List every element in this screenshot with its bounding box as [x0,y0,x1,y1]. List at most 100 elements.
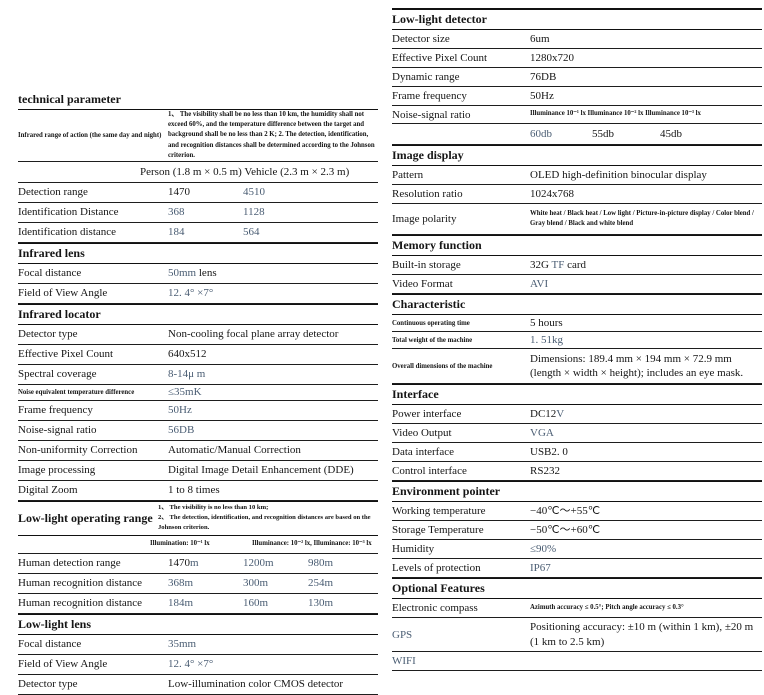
table-row: Image polarity White heat / Black heat / … [392,204,762,235]
row-value: 368m [168,576,194,589]
row-value: 1、 The visibility shall be no less than … [168,111,375,159]
row-value: White heat / Black heat / Low light / Pi… [530,209,754,227]
row-value: 45db [660,127,682,140]
row-label: Human recognition distance [18,577,143,590]
row-value: 1128 [243,206,265,219]
row-value: VGA [530,426,554,439]
section-heading: technical parameter [18,90,378,110]
table-row: Pattern OLED high-definition binocular di… [392,166,762,185]
table-row: Human detection range 1470m 1200m 980m [18,554,378,574]
row-value: 50Hz [168,404,192,417]
row-value: 640x512 [168,348,207,361]
row-label: Identification distance [18,226,117,239]
section-title: Optional Features [392,581,485,595]
row-cells: IP67 [530,561,762,575]
row-cells: ≤90% [530,542,762,556]
row-cells: Automatic/Manual Correction [168,443,378,457]
row-label: Built-in storage [392,259,461,271]
row-value: 980m [308,556,334,569]
row-cells: 56DB [168,423,378,437]
row-label: WIFI [392,655,416,667]
row-cells: Azimuth accuracy ≤ 0.5°; Pitch angle acc… [530,603,762,613]
row-value: Low-illumination color CMOS detector [168,677,344,690]
row-value: 12. 4° ×7° [168,657,214,670]
row-value: 184 [168,226,185,239]
row-label: Human detection range [18,557,121,570]
row-cells: 1470m 1200m 980m [168,556,378,570]
row-cells: Low-illumination color CMOS detector [168,677,378,691]
row-value: 50Hz [530,89,554,102]
section-title: Infrared lens [18,245,85,260]
row-cells: 640x512 [168,347,378,361]
table-row: Video Format AVI [392,275,762,294]
table-row: Power interface DC12V [392,405,762,424]
row-value: 300m [243,576,269,589]
section-heading: Characteristic [392,294,762,315]
row-value-part: m [190,556,199,569]
table-row: Dynamic range 76DB [392,68,762,87]
section-title: Image display [392,148,464,162]
row-cells: 60db 55db 45db [530,127,762,141]
table-row: Identification Distance 368 1128 [18,203,378,223]
row-cells: AVI [530,277,762,291]
row-label: Spectral coverage [18,368,97,381]
table-row: Person (1.8 m × 0.5 m) Vehicle (2.3 m × … [18,162,378,183]
row-value: Person (1.8 m × 0.5 m) Vehicle (2.3 m × … [140,165,350,178]
section-heading: Low-light lens [18,613,378,635]
row-value: Illuminance 10⁻¹ lx Illuminance 10⁻² lx … [530,110,701,118]
row-cells: 32G TF card [530,258,762,272]
row-cells: 6um [530,32,762,46]
table-row: Effective Pixel Count 640x512 [18,345,378,365]
table-row: GPS Positioning accuracy: ±10 m (within 1… [392,618,762,652]
row-label: Image processing [18,464,96,477]
table-row: Spectral coverage 8-14μ m [18,365,378,385]
table-row: Effective Pixel Count 1280x720 [392,49,762,68]
row-value-part: 50mm [168,267,197,280]
row-value: 1 to 8 times [168,484,220,497]
section-title: Memory function [392,238,482,252]
row-label: Field of View Angle [18,287,108,300]
row-label: Noise-signal ratio [392,108,471,121]
row-value: ≤35mK [168,386,202,399]
row-label: Infrared range of action (the same day a… [18,131,162,139]
row-cells: OLED high-definition binocular display [530,168,762,182]
left-spec-table: technical parameter Infrared range of act… [18,90,378,695]
row-value: 6um [530,32,550,45]
table-row: Human recognition distance 184m 160m 130m [18,594,378,614]
row-value: 1470 [168,186,190,199]
row-value: 76DB [530,70,557,83]
row-value: Positioning accuracy: ±10 m (within 1 km… [530,621,754,648]
row-label: Digital Zoom [18,484,78,497]
row-label: Non-uniformity Correction [18,444,138,457]
row-cells: 1024x768 [530,187,762,201]
row-value-part: TF [551,258,565,271]
row-value: 1200m [243,556,274,569]
table-row: Total weight of the machine 1. 51kg [392,332,762,349]
row-cells: USB2. 0 [530,445,762,459]
row-value-part: lens [196,267,217,280]
section-title: Low-light detector [392,12,487,26]
row-value: 55db [592,127,614,140]
row-value-part: 32G [530,258,552,271]
row-label: Frame frequency [392,90,467,102]
row-cells: Dimensions: 189.4 mm × 194 mm × 72.9 mm … [530,352,762,381]
row-cells: Person (1.8 m × 0.5 m) Vehicle (2.3 m × … [140,165,378,179]
table-row: Detector type Low-illumination color CMOS… [18,675,378,695]
row-cells: 5 hours [530,316,762,330]
table-row: Noise-signal ratio Illuminance 10⁻¹ lx Il… [392,106,762,124]
row-cells: 50Hz [168,403,378,417]
row-cells: Positioning accuracy: ±10 m (within 1 km… [530,620,762,649]
row-cells: Digital Image Detail Enhancement (DDE) [168,463,378,477]
section-heading: Low-light operating range 1、 The visibili… [18,500,378,536]
table-row: Built-in storage 32G TF card [392,256,762,275]
row-label: Resolution ratio [392,188,463,200]
row-label: Levels of protection [392,562,481,574]
row-value: IP67 [530,561,551,574]
section-title: Environment pointer [392,484,501,498]
table-row: Electronic compass Azimuth accuracy ≤ 0.5… [392,599,762,618]
row-label: Total weight of the machine [392,336,473,344]
table-row: Identification distance 184 564 [18,223,378,243]
row-value: 1470m [168,556,243,570]
row-label: Identification Distance [18,206,119,219]
table-row: Humidity ≤90% [392,540,762,559]
